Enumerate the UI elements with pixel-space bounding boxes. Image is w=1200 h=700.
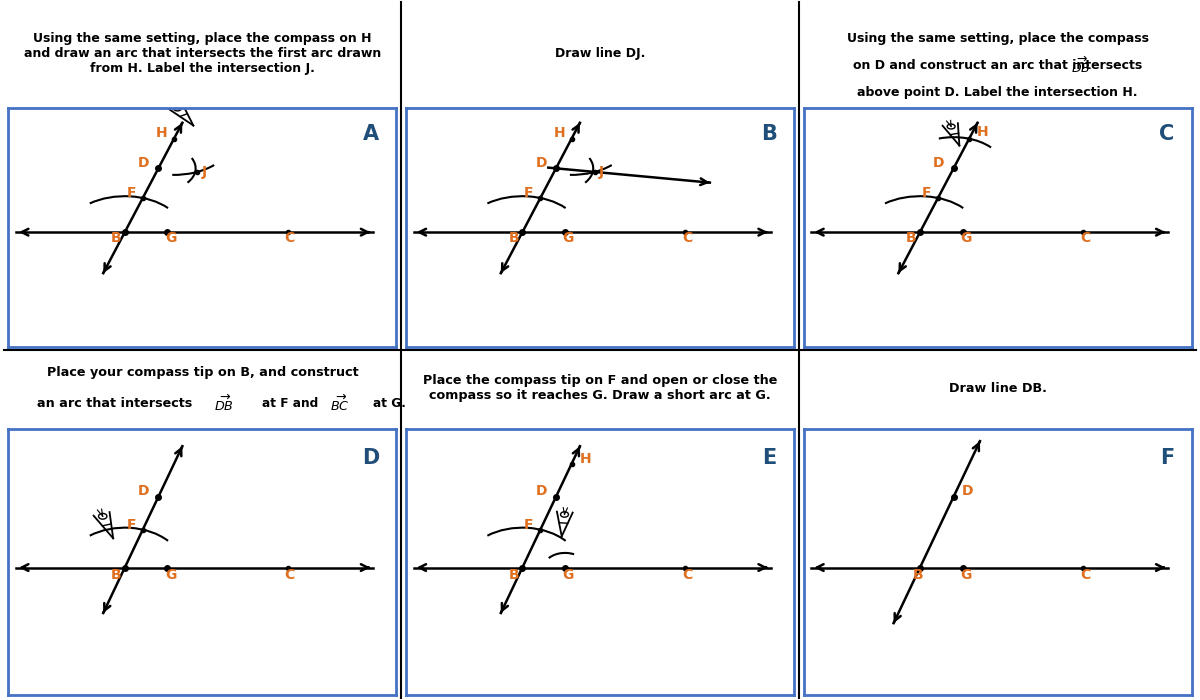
Text: H: H [553, 126, 565, 140]
Text: F: F [524, 518, 534, 532]
Text: G: G [563, 568, 574, 582]
Text: D: D [535, 484, 547, 498]
Text: D: D [535, 156, 547, 170]
Text: Using the same setting, place the compass on H
and draw an arc that intersects t: Using the same setting, place the compas… [24, 32, 382, 75]
Text: A: A [362, 125, 379, 144]
Text: H: H [156, 126, 167, 140]
Text: B: B [110, 231, 121, 245]
Text: F: F [126, 186, 136, 200]
Text: C: C [1080, 231, 1090, 245]
Text: B: B [110, 568, 121, 582]
Text: D: D [138, 484, 149, 498]
Text: F: F [1160, 448, 1174, 468]
Text: above point D. Label the intersection H.: above point D. Label the intersection H. [857, 86, 1138, 99]
Text: at G.: at G. [373, 397, 407, 410]
Text: G: G [164, 231, 176, 245]
Text: D: D [934, 156, 944, 170]
Text: $\overrightarrow{DB}$: $\overrightarrow{DB}$ [1072, 56, 1091, 76]
Text: Draw line DJ.: Draw line DJ. [554, 47, 646, 60]
Text: C: C [1159, 125, 1174, 144]
Text: B: B [913, 568, 923, 582]
Text: B: B [761, 125, 776, 144]
Text: G: G [164, 568, 176, 582]
Text: D: D [962, 484, 973, 498]
Text: G: G [960, 231, 972, 245]
Text: Place your compass tip on B, and construct: Place your compass tip on B, and constru… [47, 367, 359, 379]
Text: H: H [977, 125, 989, 139]
Text: J: J [599, 165, 605, 179]
Text: B: B [906, 231, 917, 245]
Text: E: E [762, 448, 776, 468]
Text: $\overrightarrow{BC}$: $\overrightarrow{BC}$ [330, 393, 349, 414]
Text: C: C [682, 568, 692, 582]
Text: Place the compass tip on F and open or close the
compass so it reaches G. Draw a: Place the compass tip on F and open or c… [422, 374, 778, 402]
Text: G: G [960, 568, 972, 582]
Text: B: B [509, 568, 520, 582]
Text: F: F [126, 518, 136, 532]
Text: C: C [284, 231, 295, 245]
Text: F: F [922, 186, 931, 200]
Text: an arc that intersects: an arc that intersects [37, 397, 192, 410]
Text: at F and: at F and [262, 397, 318, 410]
Text: C: C [682, 231, 692, 245]
Text: D: D [361, 448, 379, 468]
Text: C: C [284, 568, 295, 582]
Text: Draw line DB.: Draw line DB. [949, 382, 1046, 395]
Text: D: D [138, 156, 149, 170]
Text: $\overrightarrow{DB}$: $\overrightarrow{DB}$ [215, 393, 234, 414]
Text: C: C [1080, 568, 1090, 582]
Text: J: J [202, 165, 206, 179]
Text: B: B [509, 231, 520, 245]
Text: G: G [563, 231, 574, 245]
Text: F: F [524, 186, 534, 200]
Text: H: H [580, 452, 590, 466]
Text: Using the same setting, place the compass: Using the same setting, place the compas… [847, 32, 1148, 45]
Text: on D and construct an arc that intersects: on D and construct an arc that intersect… [853, 60, 1142, 72]
